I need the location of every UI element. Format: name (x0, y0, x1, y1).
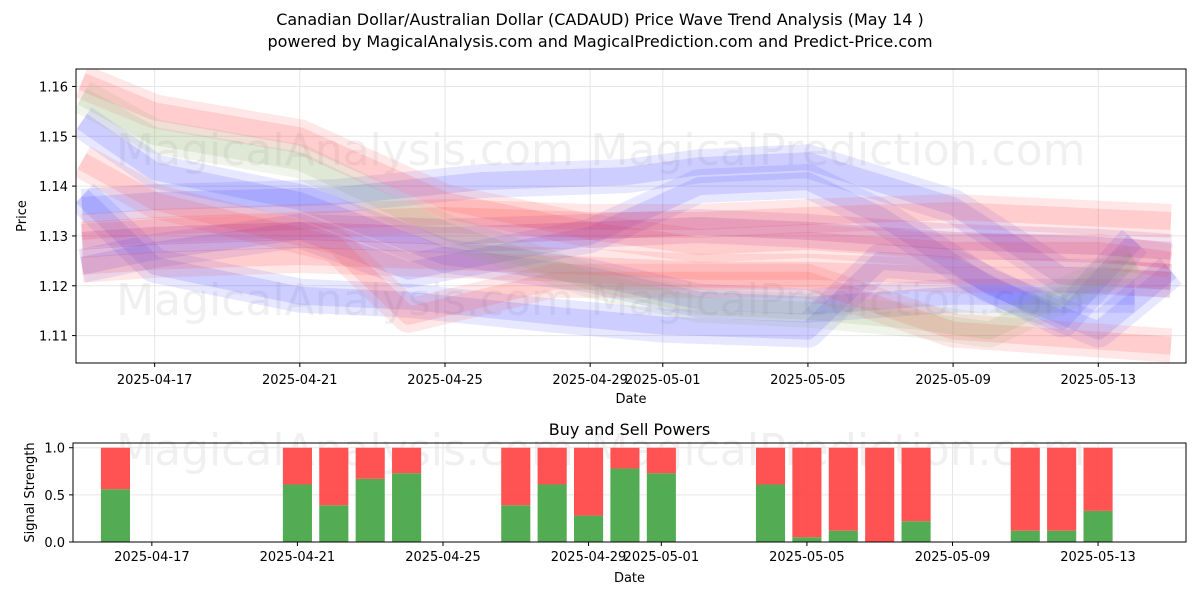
wave-band-red (80, 238, 1173, 298)
chart-subtitle: powered by MagicalAnalysis.com and Magic… (267, 32, 933, 51)
buy-bar (574, 515, 604, 542)
sell-bar (610, 447, 640, 469)
sell-bar (792, 447, 822, 538)
y-tick-label: 1.16 (39, 80, 68, 95)
buy-bar (355, 478, 385, 542)
buy-bar (1010, 530, 1040, 542)
wave-core-red (81, 202, 1172, 240)
buy-bar (755, 484, 786, 542)
wave-core-red (77, 153, 1172, 355)
sell-bar (501, 447, 531, 506)
plot-frame-bottom (72, 442, 1187, 543)
sell-bar (755, 447, 786, 485)
sell-bar (282, 447, 312, 485)
wave-core-blue (81, 152, 1172, 290)
wave-band-blue (76, 183, 1148, 348)
x-tick-label: 2025-05-13 (1060, 550, 1136, 565)
sell-bar (828, 447, 858, 531)
x-tick-label: 2025-05-05 (769, 550, 845, 565)
buy-bar (1083, 510, 1113, 542)
wave-band-red (76, 146, 1173, 363)
watermark-text: MagicalPrediction.com (591, 275, 1086, 326)
sell-bar (901, 447, 931, 522)
x-tick-label: 2025-05-05 (770, 373, 846, 388)
wave-band-purple (80, 209, 1173, 268)
wave-core-blue (80, 172, 1177, 340)
x-tick-label: 2025-04-21 (262, 373, 338, 388)
sell-bar (537, 447, 567, 485)
wave-band-blue (78, 164, 1182, 348)
x-tick-label: 2025-05-13 (1061, 373, 1137, 388)
sell-bar (1047, 447, 1077, 531)
y-tick-label: 1.0 (44, 442, 65, 457)
buy-bar (828, 530, 858, 542)
x-tick-label: 2025-05-09 (915, 373, 991, 388)
wave-core-red (78, 73, 1173, 270)
buy-bar (392, 473, 422, 542)
sell-bar (319, 447, 349, 506)
buy-bar (100, 489, 131, 542)
sell-bar (646, 447, 676, 474)
x-axis-label: Date (614, 571, 645, 586)
buy-bar (537, 484, 567, 542)
sell-bar (865, 447, 895, 542)
watermark-text: MagicalAnalysis.com (116, 125, 574, 176)
sell-bar (1083, 447, 1113, 511)
x-tick-label: 2025-05-01 (625, 373, 701, 388)
buy-bar (1047, 530, 1077, 542)
y-tick-label: 1.12 (39, 280, 68, 295)
wave-band-red (80, 194, 1172, 248)
y-tick-label: 1.15 (39, 130, 68, 145)
y-axis-label: Price (15, 200, 30, 232)
watermark-text: MagicalAnalysis.com (116, 275, 574, 326)
bottom-chart-title: Buy and Sell Powers (549, 420, 711, 439)
chart-title: Canadian Dollar/Australian Dollar (CADAU… (276, 10, 924, 29)
sell-bar (392, 447, 422, 474)
wave-core-purple (81, 217, 1172, 260)
buy-bar (610, 468, 640, 542)
x-axis-label: Date (615, 392, 646, 407)
buy-bar (901, 521, 931, 542)
buy-bar (501, 505, 531, 542)
wave-core-blue (76, 189, 1142, 340)
wave-core-green (77, 88, 1139, 340)
buy-bar (282, 484, 312, 542)
x-tick-label: 2025-04-25 (407, 373, 483, 388)
x-tick-label: 2025-05-01 (624, 550, 700, 565)
wave-core-blue (76, 113, 1135, 315)
sell-bar (1010, 447, 1040, 531)
x-tick-label: 2025-04-17 (114, 550, 190, 565)
sell-bar (574, 447, 604, 516)
y-tick-label: 0.5 (44, 489, 65, 504)
wave-band-blue (76, 107, 1135, 323)
watermark-text: MagicalPrediction.com (591, 125, 1086, 176)
wave-band-blue (80, 144, 1172, 298)
wave-core-red (81, 246, 1172, 290)
buy-bar (646, 473, 676, 542)
sell-bar (355, 447, 385, 479)
y-tick-label: 1.14 (39, 180, 68, 195)
x-tick-label: 2025-05-09 (915, 550, 991, 565)
buy-bar (319, 505, 349, 542)
y-tick-label: 0.0 (44, 536, 65, 551)
y-axis-label: Signal Strength (23, 442, 38, 542)
sell-bar (100, 447, 131, 490)
x-tick-label: 2025-04-29 (552, 373, 628, 388)
buy-bar (792, 537, 822, 542)
y-tick-label: 1.13 (39, 230, 68, 245)
plot-frame-top (75, 68, 1187, 364)
x-tick-label: 2025-04-29 (551, 550, 627, 565)
x-tick-label: 2025-04-21 (260, 550, 336, 565)
y-tick-label: 1.11 (39, 330, 68, 345)
wave-bands (76, 69, 1182, 363)
wave-band-green (76, 81, 1142, 348)
x-tick-label: 2025-04-25 (405, 550, 481, 565)
wave-band-red (76, 69, 1174, 278)
x-tick-label: 2025-04-17 (117, 373, 193, 388)
